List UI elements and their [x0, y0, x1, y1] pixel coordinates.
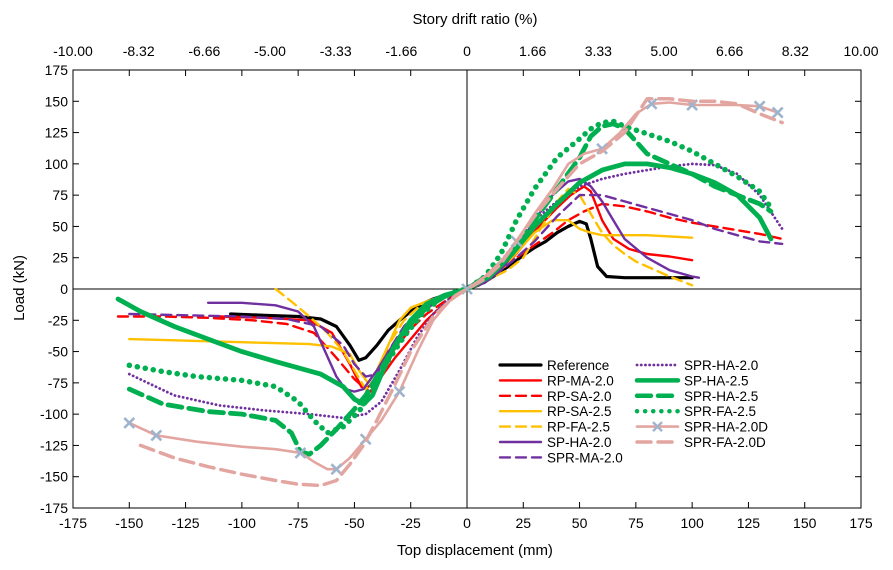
x-tick-label: 50	[572, 515, 588, 531]
series-sp-ha-2-5	[115, 161, 774, 407]
y-tick-label: -125	[40, 437, 68, 453]
secondary-x-tick-label: 10.00	[843, 43, 878, 59]
legend-item: Reference	[498, 358, 609, 373]
x-tick-label: 125	[737, 515, 761, 531]
tick-labels-group: -175 -150 -125 -100 -75 -50 -25 0 25 50 75 100 125 15…	[40, 43, 879, 531]
y-tick-label: -75	[48, 375, 68, 391]
series-marker	[123, 416, 136, 429]
legend-label: SP-HA-2.5	[684, 373, 749, 388]
legend-item: RP-MA-2.0	[498, 373, 614, 388]
legend-label: SPR-HA-2.0	[684, 358, 758, 373]
secondary-x-tick-label: 1.66	[519, 43, 546, 59]
x-tick-label: -25	[401, 515, 421, 531]
legend-marker	[652, 421, 663, 432]
series-rp-sa-2-0	[116, 202, 784, 391]
x-tick-label: 75	[628, 515, 644, 531]
series-line	[116, 202, 784, 391]
series-group	[115, 97, 784, 488]
series-spr-fa-2-0d	[138, 97, 784, 488]
x-tick-label: 25	[515, 515, 531, 531]
secondary-x-tick-label: -3.33	[320, 43, 352, 59]
legend: ReferenceRP-MA-2.0RP-SA-2.0RP-SA-2.5RP-F…	[498, 358, 768, 465]
series-sp-ha-2-0	[206, 177, 701, 393]
x-tick-label: -175	[59, 515, 87, 531]
secondary-x-axis-title: Story drift ratio (%)	[412, 11, 537, 28]
series-line	[206, 177, 701, 393]
legend-item: RP-FA-2.5	[498, 420, 610, 435]
x-tick-label: 175	[849, 515, 873, 531]
series-line	[128, 101, 779, 471]
x-tick-label: 100	[680, 515, 704, 531]
legend-item: RP-SA-2.5	[498, 404, 612, 419]
y-tick-label: -25	[48, 312, 68, 328]
x-tick-label: 0	[463, 515, 471, 531]
secondary-x-tick-label: 5.00	[650, 43, 677, 59]
legend-item: SPR-HA-2.0	[635, 358, 758, 373]
legend-label: SPR-FA-2.5	[684, 404, 756, 419]
secondary-x-tick-label: 8.32	[782, 43, 809, 59]
x-axis-title: Top displacement (mm)	[397, 542, 553, 559]
y-tick-label: 175	[45, 62, 69, 78]
series-marker	[771, 106, 784, 119]
secondary-x-tick-label: -5.00	[254, 43, 286, 59]
secondary-x-tick-label: 6.66	[716, 43, 743, 59]
secondary-x-tick-label: -6.66	[188, 43, 220, 59]
x-tick-label: 150	[793, 515, 817, 531]
secondary-x-tick-label: 0	[463, 43, 471, 59]
legend-label: RP-MA-2.0	[547, 373, 614, 388]
legend-item: SP-HA-2.5	[634, 373, 749, 388]
y-tick-label: 50	[52, 218, 68, 234]
legend-item: SPR-FA-2.5	[634, 404, 756, 419]
series-line	[128, 193, 784, 378]
series-marker	[150, 429, 163, 442]
legend-label: RP-FA-2.5	[547, 420, 610, 435]
series-marker	[294, 447, 307, 459]
y-tick-label: 0	[60, 281, 68, 297]
secondary-x-tick-label: -10.00	[53, 43, 93, 59]
secondary-x-tick-label: -1.66	[385, 43, 417, 59]
legend-label: RP-SA-2.5	[547, 404, 612, 419]
legend-label: SPR-HA-2.5	[684, 389, 758, 404]
secondary-x-tick-label: -8.32	[123, 43, 155, 59]
legend-label: RP-SA-2.0	[547, 389, 612, 404]
legend-item: SP-HA-2.0	[498, 435, 612, 450]
x-tick-label: -100	[228, 515, 256, 531]
y-tick-label: 125	[45, 125, 69, 141]
legend-item: SPR-HA-2.5	[634, 389, 758, 404]
legend-item: SPR-MA-2.0	[498, 450, 623, 465]
y-tick-label: 150	[45, 93, 69, 109]
y-tick-label: -50	[48, 344, 68, 360]
series-marker	[393, 385, 406, 398]
y-tick-label: -100	[40, 406, 68, 422]
legend-label: Reference	[547, 358, 609, 373]
x-tick-label: -75	[288, 515, 308, 531]
series-spr-ma-2-0	[128, 193, 784, 378]
y-tick-label: -175	[40, 500, 68, 516]
x-tick-label: -150	[115, 515, 143, 531]
legend-label: SPR-HA-2.0D	[684, 420, 768, 435]
series-marker	[330, 463, 343, 476]
series-line	[138, 97, 784, 488]
legend-item: SPR-FA-2.0D	[635, 435, 766, 450]
legend-label: SP-HA-2.0	[547, 435, 612, 450]
y-axis-title: Load (kN)	[11, 255, 28, 321]
legend-label: SPR-FA-2.0D	[684, 435, 766, 450]
y-tick-label: 25	[52, 250, 68, 266]
series-rp-fa-2-5	[274, 187, 694, 391]
legend-item: RP-SA-2.0	[498, 389, 612, 404]
y-tick-label: -150	[40, 469, 68, 485]
legend-label: SPR-MA-2.0	[547, 450, 623, 465]
y-tick-label: 100	[45, 156, 69, 172]
y-tick-label: 75	[52, 187, 68, 203]
x-tick-label: -50	[344, 515, 364, 531]
series-marker	[753, 100, 766, 113]
x-tick-label: -125	[172, 515, 200, 531]
legend-item: SPR-HA-2.0D	[635, 420, 768, 435]
series-line	[115, 161, 774, 407]
series-line	[274, 187, 694, 391]
secondary-x-tick-label: 3.33	[585, 43, 612, 59]
